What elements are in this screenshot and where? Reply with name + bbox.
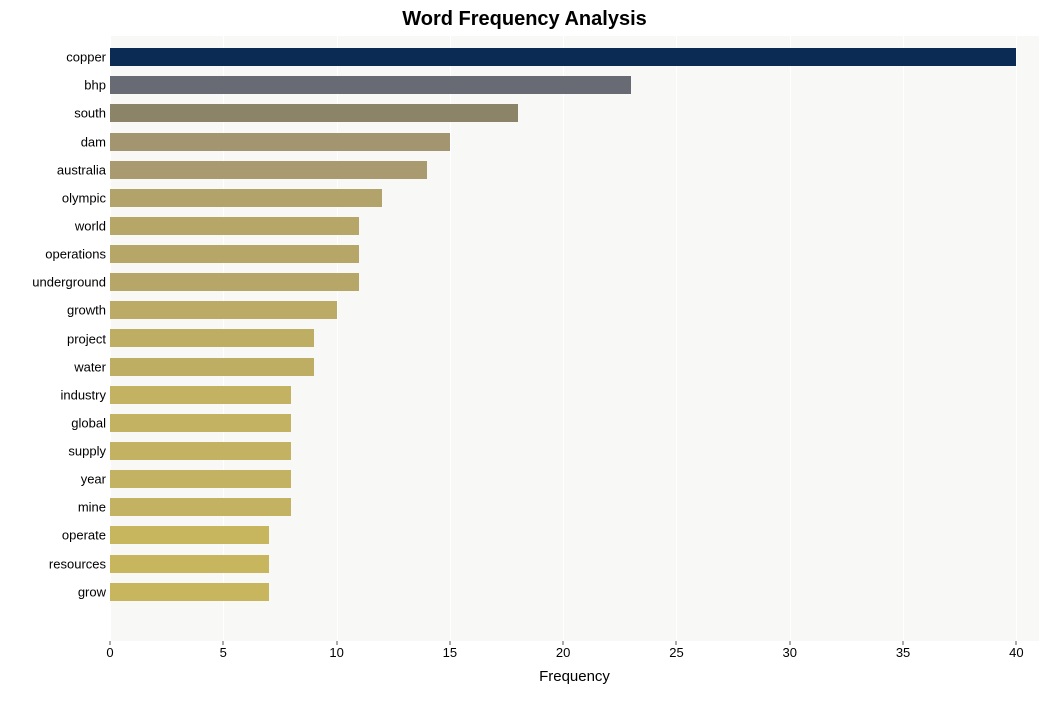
y-tick-label: year bbox=[81, 472, 106, 487]
y-tick-label: project bbox=[67, 331, 106, 346]
bar bbox=[110, 133, 450, 151]
y-tick-label: underground bbox=[32, 275, 106, 290]
bar bbox=[110, 189, 382, 207]
bar bbox=[110, 526, 269, 544]
y-tick-label: growth bbox=[67, 303, 106, 318]
y-tick-label: australia bbox=[57, 162, 106, 177]
gridline bbox=[563, 36, 564, 641]
x-tick-label: 10 bbox=[329, 645, 343, 660]
y-tick-label: dam bbox=[81, 134, 106, 149]
y-tick-label: operations bbox=[45, 247, 106, 262]
x-tick-label: 0 bbox=[106, 645, 113, 660]
bar-row bbox=[110, 301, 337, 319]
bar-row bbox=[110, 358, 314, 376]
bar-row bbox=[110, 245, 359, 263]
bar bbox=[110, 301, 337, 319]
bar bbox=[110, 76, 631, 94]
x-tick-label: 25 bbox=[669, 645, 683, 660]
bar-row bbox=[110, 217, 359, 235]
x-tick-label: 5 bbox=[220, 645, 227, 660]
y-tick-label: global bbox=[71, 415, 106, 430]
y-tick-label: copper bbox=[66, 50, 106, 65]
bar bbox=[110, 583, 269, 601]
bar bbox=[110, 217, 359, 235]
bar bbox=[110, 386, 291, 404]
gridline bbox=[450, 36, 451, 641]
gridline bbox=[676, 36, 677, 641]
y-tick-label: industry bbox=[60, 387, 106, 402]
bar-row bbox=[110, 76, 631, 94]
x-tick-label: 40 bbox=[1009, 645, 1023, 660]
y-tick-label: water bbox=[74, 359, 106, 374]
bar-row bbox=[110, 414, 291, 432]
bar-row bbox=[110, 386, 291, 404]
bar bbox=[110, 273, 359, 291]
bar-row bbox=[110, 526, 269, 544]
bar bbox=[110, 358, 314, 376]
y-tick-label: resources bbox=[49, 556, 106, 571]
bar-row bbox=[110, 470, 291, 488]
y-tick-label: supply bbox=[68, 444, 106, 459]
bar-row bbox=[110, 133, 450, 151]
x-tick-label: 30 bbox=[783, 645, 797, 660]
chart-container: Word Frequency Analysis Frequency 0 5 10 15… bbox=[0, 0, 1049, 701]
gridline bbox=[790, 36, 791, 641]
chart-title: Word Frequency Analysis bbox=[0, 8, 1049, 31]
bar-row bbox=[110, 48, 1016, 66]
gridline bbox=[337, 36, 338, 641]
y-tick-label: olympic bbox=[62, 190, 106, 205]
x-tick-label: 15 bbox=[443, 645, 457, 660]
plot-area bbox=[110, 36, 1039, 641]
x-axis-label: Frequency bbox=[110, 668, 1039, 685]
y-tick-label: mine bbox=[78, 500, 106, 515]
x-tick-label: 20 bbox=[556, 645, 570, 660]
bar bbox=[110, 48, 1016, 66]
bar bbox=[110, 245, 359, 263]
bar bbox=[110, 329, 314, 347]
bar-row bbox=[110, 498, 291, 516]
bar-row bbox=[110, 104, 518, 122]
y-tick-label: operate bbox=[62, 528, 106, 543]
bar-row bbox=[110, 329, 314, 347]
bar-row bbox=[110, 555, 269, 573]
bar-row bbox=[110, 273, 359, 291]
bar bbox=[110, 498, 291, 516]
bar-row bbox=[110, 161, 427, 179]
y-tick-label: grow bbox=[78, 584, 106, 599]
bar-row bbox=[110, 442, 291, 460]
y-tick-label: bhp bbox=[84, 78, 106, 93]
x-tick-label: 35 bbox=[896, 645, 910, 660]
gridline bbox=[903, 36, 904, 641]
y-tick-label: south bbox=[74, 106, 106, 121]
bar bbox=[110, 442, 291, 460]
bar bbox=[110, 470, 291, 488]
bar-row bbox=[110, 583, 269, 601]
gridline bbox=[1016, 36, 1017, 641]
bar bbox=[110, 555, 269, 573]
bar-row bbox=[110, 189, 382, 207]
bar bbox=[110, 104, 518, 122]
y-tick-label: world bbox=[75, 218, 106, 233]
bar bbox=[110, 161, 427, 179]
bar bbox=[110, 414, 291, 432]
